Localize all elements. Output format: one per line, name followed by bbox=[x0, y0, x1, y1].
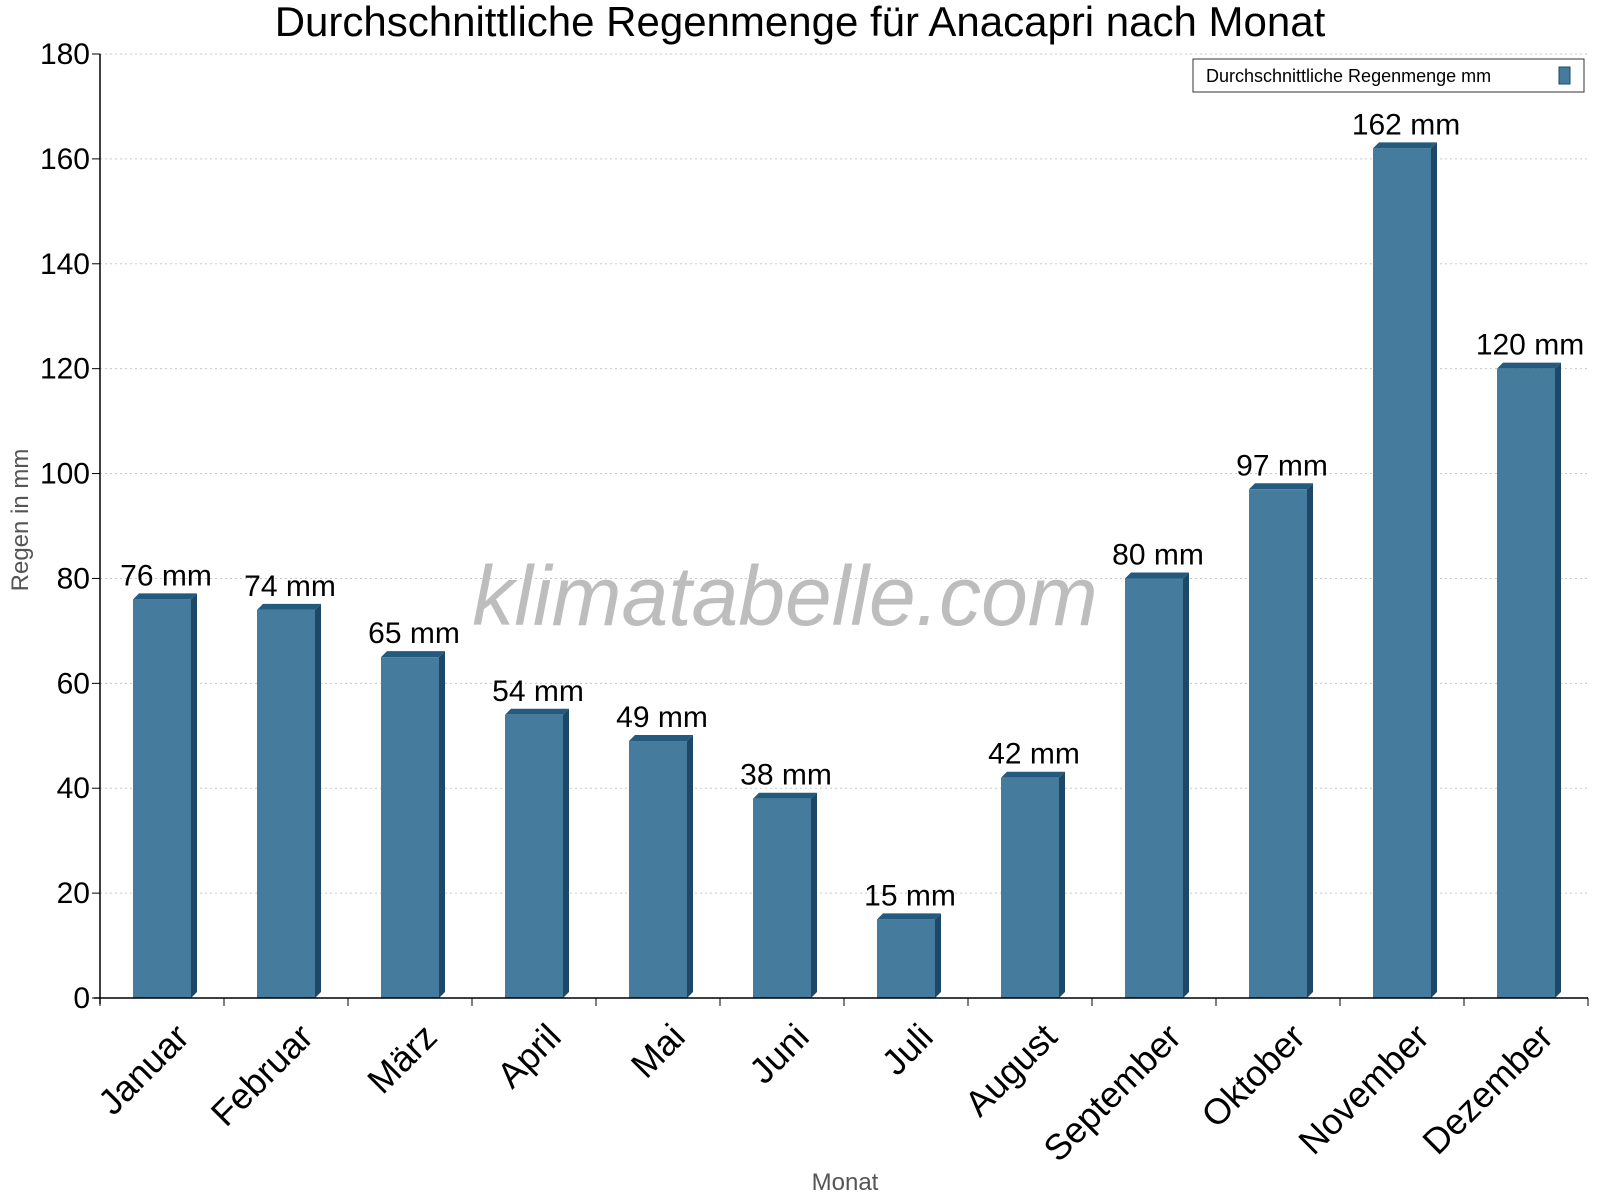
bar-front-1 bbox=[257, 609, 315, 998]
bar-label-4: 49 mm bbox=[616, 701, 708, 734]
bar-top-5 bbox=[753, 792, 817, 799]
grid-lines bbox=[100, 53, 1588, 894]
bar-label-10: 162 mm bbox=[1352, 108, 1460, 141]
bar-front-11 bbox=[1497, 368, 1555, 999]
x-tick-label-10: November bbox=[1290, 1016, 1436, 1162]
y-tick-label-120: 120 bbox=[40, 353, 90, 386]
bar-side-0 bbox=[191, 593, 197, 998]
bar-front-10 bbox=[1373, 148, 1431, 998]
bars bbox=[133, 142, 1561, 999]
bar-märz bbox=[381, 651, 445, 998]
bar-top-7 bbox=[1001, 771, 1065, 778]
bar-top-1 bbox=[257, 603, 321, 610]
bar-top-8 bbox=[1125, 572, 1189, 579]
bar-august bbox=[1001, 771, 1065, 998]
legend-swatch bbox=[1558, 66, 1571, 85]
bar-front-8 bbox=[1125, 578, 1183, 998]
x-tick-label-0: Januar bbox=[90, 1016, 197, 1123]
bar-top-2 bbox=[381, 651, 445, 658]
y-tick-label-100: 100 bbox=[40, 458, 90, 491]
y-tick-label-0: 0 bbox=[73, 982, 90, 1015]
bar-side-10 bbox=[1431, 142, 1437, 998]
bar-mai bbox=[629, 735, 693, 998]
bar-februar bbox=[257, 603, 321, 998]
x-tick-label-4: Mai bbox=[623, 1016, 693, 1086]
x-tick-labels: Januar Februar März April Mai Juni Juli AugustS… bbox=[90, 1016, 1561, 1170]
x-axis-label: Monat bbox=[812, 1169, 879, 1196]
x-tick-label-11: Dezember bbox=[1414, 1016, 1560, 1162]
y-tick-label-20: 20 bbox=[57, 877, 90, 910]
bar-september bbox=[1125, 572, 1189, 998]
bar-april bbox=[505, 708, 569, 998]
bar-top-6 bbox=[877, 913, 941, 920]
bar-top-10 bbox=[1373, 142, 1437, 149]
bar-side-3 bbox=[563, 708, 569, 998]
x-tick-label-2: März bbox=[359, 1016, 445, 1102]
bar-side-9 bbox=[1307, 483, 1313, 998]
bar-label-8: 80 mm bbox=[1112, 538, 1204, 571]
bar-top-11 bbox=[1497, 362, 1561, 369]
bar-front-6 bbox=[877, 919, 935, 998]
legend-entry-label: Durchschnittliche Regenmenge mm bbox=[1206, 66, 1491, 86]
bar-value-labels: 76 mm 74 mm 65 mm 54 mm 49 mm 38 mm 15 mm 42 mm… bbox=[120, 108, 1584, 912]
x-tick-label-6: Juli bbox=[874, 1016, 941, 1083]
bar-label-3: 54 mm bbox=[492, 675, 584, 708]
bar-dezember bbox=[1497, 362, 1561, 999]
bar-top-4 bbox=[629, 735, 693, 742]
bar-side-11 bbox=[1555, 362, 1561, 999]
bar-side-7 bbox=[1059, 771, 1065, 998]
bar-front-4 bbox=[629, 741, 687, 998]
bar-label-0: 76 mm bbox=[120, 559, 212, 592]
bar-front-7 bbox=[1001, 777, 1059, 998]
bar-side-1 bbox=[315, 603, 321, 998]
bar-label-5: 38 mm bbox=[740, 759, 832, 792]
bar-juni bbox=[753, 792, 817, 998]
x-tick-label-1: Februar bbox=[203, 1016, 321, 1134]
bar-side-4 bbox=[687, 735, 693, 998]
bar-side-8 bbox=[1183, 572, 1189, 998]
y-tick-label-80: 80 bbox=[57, 562, 90, 595]
y-tick-labels: 0 20 40 60 80 100 120 140 160 180 bbox=[40, 38, 90, 1015]
bar-top-3 bbox=[505, 708, 569, 715]
bar-label-2: 65 mm bbox=[368, 617, 460, 650]
bar-november bbox=[1373, 142, 1437, 998]
legend-box bbox=[1192, 58, 1585, 93]
bar-side-6 bbox=[935, 913, 941, 998]
y-tick-label-180: 180 bbox=[40, 38, 90, 71]
bar-juli bbox=[877, 913, 941, 998]
bar-label-11: 120 mm bbox=[1476, 329, 1584, 362]
axes bbox=[92, 53, 1589, 1006]
x-tick-label-9: Oktober bbox=[1193, 1016, 1313, 1136]
bar-label-1: 74 mm bbox=[244, 570, 336, 603]
bar-front-5 bbox=[753, 798, 811, 998]
bar-label-7: 42 mm bbox=[988, 738, 1080, 771]
y-tick-label-140: 140 bbox=[40, 248, 90, 281]
bar-label-9: 97 mm bbox=[1236, 449, 1328, 482]
y-tick-label-40: 40 bbox=[57, 772, 90, 805]
bar-oktober bbox=[1249, 483, 1313, 998]
chart-title: Durchschnittliche Regenmenge für Anacapr… bbox=[275, 0, 1326, 45]
bar-front-3 bbox=[505, 714, 563, 998]
bar-side-2 bbox=[439, 651, 445, 998]
bar-label-6: 15 mm bbox=[864, 879, 956, 912]
legend: Durchschnittliche Regenmenge mm bbox=[1192, 58, 1585, 93]
x-tick-label-5: Juni bbox=[741, 1016, 817, 1092]
bar-januar bbox=[133, 593, 197, 998]
bar-side-5 bbox=[811, 792, 817, 998]
watermark: klimatabelle.com bbox=[472, 549, 1098, 643]
x-tick-label-3: April bbox=[489, 1016, 569, 1096]
y-tick-label-160: 160 bbox=[40, 143, 90, 176]
bar-front-2 bbox=[381, 657, 439, 998]
bar-top-9 bbox=[1249, 483, 1313, 490]
bar-top-0 bbox=[133, 593, 197, 600]
bar-front-0 bbox=[133, 599, 191, 998]
bar-front-9 bbox=[1249, 489, 1307, 998]
y-tick-label-60: 60 bbox=[57, 667, 90, 700]
y-axis-label: Regen in mm bbox=[7, 449, 34, 592]
x-tick-label-7: August bbox=[957, 1016, 1065, 1124]
